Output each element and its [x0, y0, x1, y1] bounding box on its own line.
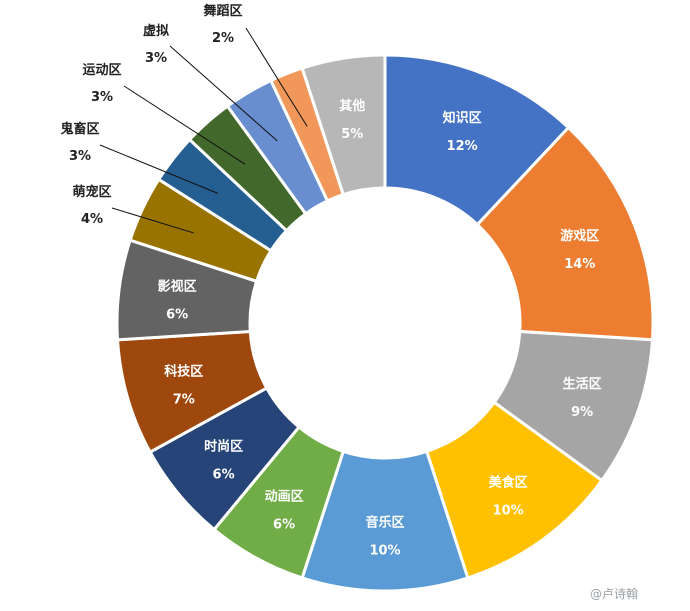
slice-percent-label: 6% — [166, 308, 188, 323]
slice-labels: 知识区 12% 游戏区 14% 生活区 9% 美食区 10% 音乐区 10% 动画区 6% 时尚区 6% 科… — [60, 3, 601, 559]
slice-label: 动画区 — [265, 490, 304, 505]
slice-percent-label: 9% — [571, 405, 593, 420]
slice-percent-label: 12% — [447, 139, 478, 154]
slice-label: 知识区 — [443, 110, 482, 126]
slice-percent-label: 6% — [273, 518, 295, 533]
slice-label: 运动区 — [82, 63, 121, 78]
slice-percent-label: 4% — [81, 212, 103, 227]
watermark: @卢诗翰 — [590, 587, 639, 601]
slice-percent-label: 10% — [369, 544, 400, 559]
slice-其他 — [300, 53, 387, 197]
slice-label: 虚拟 — [143, 23, 169, 39]
slice-label: 音乐区 — [365, 515, 404, 531]
donut-slices — [115, 53, 655, 593]
slice-label: 生活区 — [563, 376, 602, 392]
slice-percent-label: 6% — [213, 468, 235, 483]
slice-label: 其他 — [339, 98, 365, 114]
slice-percent-label: 10% — [493, 503, 524, 518]
slice-游戏区 — [475, 125, 655, 342]
leader-line — [111, 207, 194, 234]
slice-label: 舞蹈区 — [202, 3, 242, 19]
slice-percent-label: 7% — [173, 392, 195, 407]
leader-line — [169, 45, 278, 142]
slice-label: 萌宠区 — [72, 184, 111, 200]
leader-line — [245, 27, 308, 127]
leader-lines — [99, 27, 308, 234]
slice-percent-label: 3% — [69, 149, 91, 164]
slice-label: 美食区 — [489, 474, 528, 490]
slice-percent-label: 3% — [145, 51, 167, 66]
leader-line — [123, 85, 246, 165]
slice-percent-label: 3% — [91, 90, 113, 105]
slice-label: 影视区 — [158, 279, 197, 295]
slice-label: 时尚区 — [204, 439, 243, 455]
slice-label: 科技区 — [164, 363, 203, 379]
slice-percent-label: 2% — [212, 31, 234, 46]
leader-line — [99, 144, 219, 194]
slice-percent-label: 5% — [341, 127, 363, 142]
slice-label: 鬼畜区 — [60, 121, 99, 137]
slice-label: 游戏区 — [560, 228, 599, 244]
slice-percent-label: 14% — [564, 257, 595, 272]
